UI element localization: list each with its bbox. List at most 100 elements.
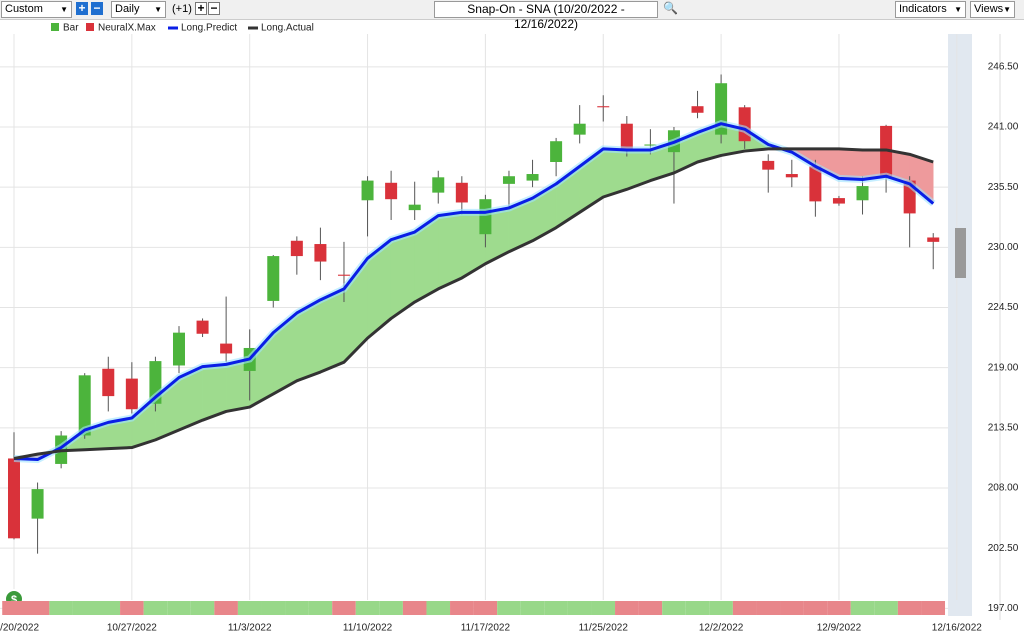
signal-segment <box>615 601 639 615</box>
candle-body <box>927 237 940 242</box>
candle-body <box>597 106 610 108</box>
signal-segment <box>332 601 356 615</box>
x-tick-label: 12/2/2022 <box>699 623 744 634</box>
candle-body <box>337 274 350 276</box>
x-tick-label: 12/16/2022 <box>932 623 982 634</box>
candle-body <box>573 123 586 135</box>
candle-body <box>220 343 233 354</box>
candle-body <box>526 174 539 181</box>
signal-segment <box>120 601 144 615</box>
x-tick-label: 12/9/2022 <box>817 623 862 634</box>
views-dropdown[interactable]: Views <box>970 1 1015 18</box>
signal-segment <box>591 601 616 615</box>
symbol-box[interactable]: Snap-On - SNA (10/20/2022 - 12/16/2022) <box>434 1 658 31</box>
signal-segment <box>2 601 28 615</box>
y-tick-label: 230.00 <box>988 242 1019 253</box>
x-tick-label: 10/20/2022 <box>0 623 39 634</box>
signal-segment <box>25 601 50 615</box>
candle-body <box>620 123 633 152</box>
candle-body <box>762 160 775 170</box>
y-tick-label: 224.50 <box>988 302 1019 313</box>
signal-segment <box>803 601 828 615</box>
signal-segment <box>662 601 686 615</box>
candle-body <box>8 458 20 539</box>
y-tick-label: 208.00 <box>988 483 1019 494</box>
offset-plus[interactable]: + <box>195 2 207 15</box>
offset-minus[interactable]: − <box>208 2 220 15</box>
candle-body <box>432 177 445 193</box>
candle-body <box>479 199 492 235</box>
line-actual <box>13 147 934 460</box>
legend-label: Long.Predict <box>181 23 237 34</box>
legend-neuralx-icon <box>86 23 94 31</box>
signal-segment <box>426 601 451 615</box>
range-dropdown[interactable]: Custom <box>1 1 72 18</box>
signal-segment <box>709 601 733 615</box>
candle-body <box>31 489 44 519</box>
indicators-dropdown[interactable]: Indicators <box>895 1 966 18</box>
candle-body <box>880 125 893 178</box>
candle-body <box>856 186 869 201</box>
signal-segment <box>732 601 757 615</box>
signal-segment <box>685 601 710 615</box>
y-tick-label: 197.00 <box>988 603 1019 614</box>
signal-segment <box>214 601 238 615</box>
signal-segment <box>520 601 545 615</box>
candle-body <box>550 141 563 162</box>
search-icon[interactable]: 🔍 <box>663 1 678 15</box>
signal-segment <box>72 601 97 615</box>
candle-body <box>738 107 751 142</box>
signal-segment <box>261 601 286 615</box>
candle-body <box>691 106 704 113</box>
candle-body <box>361 180 374 201</box>
candle-body <box>125 378 138 410</box>
toolbar: Custom + − Daily (+1) + − Snap-On - SNA … <box>0 0 1024 31</box>
x-tick-label: 11/3/2022 <box>228 623 272 634</box>
signal-segment <box>473 601 498 615</box>
candle-body <box>290 240 303 257</box>
price-marker <box>955 228 966 278</box>
signal-segment <box>49 601 73 615</box>
candle-body <box>196 320 209 334</box>
spread-fill <box>838 148 863 180</box>
signal-segment <box>190 601 215 615</box>
zoom-out[interactable]: − <box>91 2 103 15</box>
signal-segment <box>544 601 568 615</box>
x-tick-label: 10/27/2022 <box>107 623 157 634</box>
signal-segment <box>450 601 474 615</box>
signal-segment <box>402 601 427 615</box>
signal-segment <box>567 601 592 615</box>
signal-segment <box>379 601 403 615</box>
signal-segment <box>780 601 804 615</box>
zoom-in[interactable]: + <box>76 2 88 15</box>
candle-body <box>267 256 280 301</box>
y-tick-label: 246.50 <box>988 61 1019 72</box>
y-tick-label: 241.00 <box>988 122 1019 133</box>
x-tick-label: 11/25/2022 <box>579 623 629 634</box>
candle-body <box>314 244 327 262</box>
candle-body <box>78 375 91 436</box>
dollar-sign: $ <box>11 594 17 606</box>
future-zone <box>948 34 972 616</box>
signal-segment <box>638 601 663 615</box>
signal-segment <box>96 601 121 615</box>
interval-dropdown[interactable]: Daily <box>111 1 166 18</box>
offset: (+1) <box>172 3 192 15</box>
legend-bar-icon <box>51 23 59 31</box>
x-tick-label: 11/17/2022 <box>461 623 511 634</box>
candle-body <box>102 368 115 397</box>
signal-segment <box>355 601 380 615</box>
signal-segment <box>308 601 333 615</box>
legend: Bar NeuralX.Max Long.Predict Long.Actual <box>51 23 314 34</box>
signal-segment <box>143 601 168 615</box>
candle-body <box>832 198 845 204</box>
signal-segment <box>497 601 521 615</box>
signal-segment <box>850 601 875 615</box>
legend-label: Bar <box>63 23 79 34</box>
signal-segment <box>167 601 191 615</box>
y-tick-label: 235.50 <box>988 182 1019 193</box>
signal-segment <box>756 601 781 615</box>
candle-body <box>809 166 822 202</box>
